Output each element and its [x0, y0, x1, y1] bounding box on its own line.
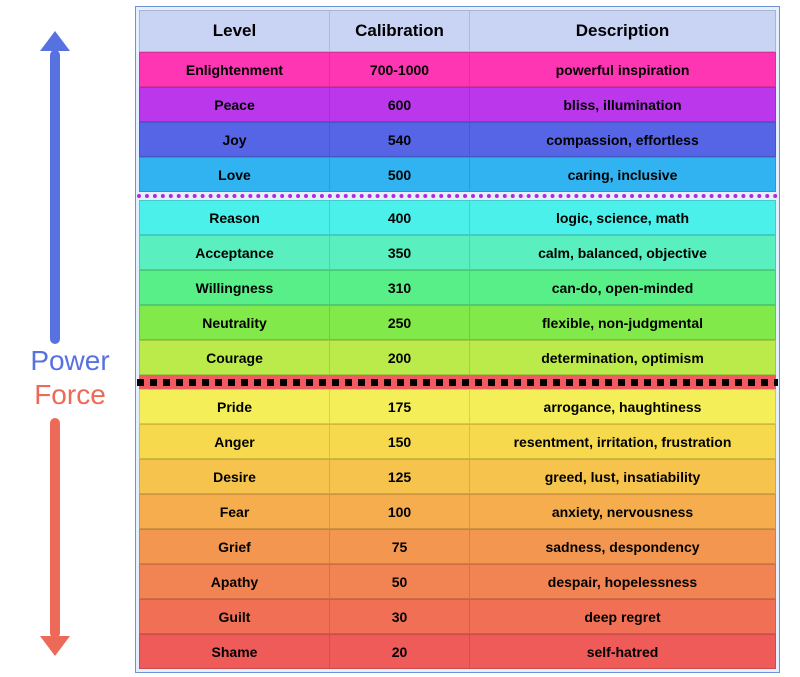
cell-description: powerful inspiration	[470, 53, 775, 86]
cell-calibration: 50	[330, 565, 470, 598]
cell-description: caring, inclusive	[470, 158, 775, 191]
cell-calibration: 100	[330, 495, 470, 528]
cell-calibration: 175	[330, 390, 470, 423]
cell-calibration: 700-1000	[330, 53, 470, 86]
cell-description: sadness, despondency	[470, 530, 775, 563]
cell-description: anxiety, nervousness	[470, 495, 775, 528]
col-header-description: Description	[470, 11, 775, 51]
cell-level: Willingness	[140, 271, 330, 304]
cell-level: Peace	[140, 88, 330, 121]
table-row: Enlightenment700-1000powerful inspiratio…	[139, 52, 776, 87]
cell-level: Love	[140, 158, 330, 191]
cell-calibration: 310	[330, 271, 470, 304]
cell-description: compassion, effortless	[470, 123, 775, 156]
cell-description: resentment, irritation, frustration	[470, 425, 775, 458]
cell-level: Desire	[140, 460, 330, 493]
separator-upper	[139, 192, 776, 200]
cell-description: greed, lust, insatiability	[470, 460, 775, 493]
table-row: Anger150resentment, irritation, frustrat…	[139, 424, 776, 459]
arrow-up-shaft	[50, 50, 60, 344]
separator-lower	[139, 375, 776, 389]
table-row: Guilt30deep regret	[139, 599, 776, 634]
table-row: Fear100anxiety, nervousness	[139, 494, 776, 529]
cell-level: Anger	[140, 425, 330, 458]
table-header-row: Level Calibration Description	[139, 10, 776, 52]
cell-calibration: 400	[330, 201, 470, 234]
page: Power Force Level Calibration Descriptio…	[0, 0, 800, 677]
table-row: Courage200determination, optimism	[139, 340, 776, 375]
cell-description: despair, hopelessness	[470, 565, 775, 598]
arrow-up-head-icon	[40, 31, 70, 51]
cell-calibration: 500	[330, 158, 470, 191]
consciousness-table: Level Calibration Description Enlightenm…	[135, 6, 780, 673]
cell-level: Joy	[140, 123, 330, 156]
cell-calibration: 250	[330, 306, 470, 339]
cell-description: logic, science, math	[470, 201, 775, 234]
cell-description: can-do, open-minded	[470, 271, 775, 304]
table-row: Joy540compassion, effortless	[139, 122, 776, 157]
cell-description: self-hatred	[470, 635, 775, 668]
cell-description: determination, optimism	[470, 341, 775, 374]
cell-calibration: 600	[330, 88, 470, 121]
table-row: Love500caring, inclusive	[139, 157, 776, 192]
table-row: Shame20self-hatred	[139, 634, 776, 669]
col-header-calibration: Calibration	[330, 11, 470, 51]
cell-level: Acceptance	[140, 236, 330, 269]
table-body: Enlightenment700-1000powerful inspiratio…	[139, 52, 776, 669]
cell-calibration: 200	[330, 341, 470, 374]
cell-level: Neutrality	[140, 306, 330, 339]
table-row: Reason400logic, science, math	[139, 200, 776, 235]
cell-description: flexible, non-judgmental	[470, 306, 775, 339]
cell-level: Shame	[140, 635, 330, 668]
table-row: Desire125greed, lust, insatiability	[139, 459, 776, 494]
cell-calibration: 75	[330, 530, 470, 563]
arrow-down-head-icon	[40, 636, 70, 656]
cell-level: Fear	[140, 495, 330, 528]
cell-level: Guilt	[140, 600, 330, 633]
col-header-level: Level	[140, 11, 330, 51]
table-row: Neutrality250flexible, non-judgmental	[139, 305, 776, 340]
cell-description: arrogance, haughtiness	[470, 390, 775, 423]
table-row: Apathy50despair, hopelessness	[139, 564, 776, 599]
table-row: Grief75sadness, despondency	[139, 529, 776, 564]
table-row: Pride175arrogance, haughtiness	[139, 389, 776, 424]
cell-calibration: 125	[330, 460, 470, 493]
cell-level: Pride	[140, 390, 330, 423]
power-label: Power	[15, 344, 125, 378]
table-row: Willingness310can-do, open-minded	[139, 270, 776, 305]
table-row: Acceptance350calm, balanced, objective	[139, 235, 776, 270]
cell-level: Reason	[140, 201, 330, 234]
side-labels: Power Force	[15, 344, 125, 412]
cell-calibration: 30	[330, 600, 470, 633]
cell-level: Grief	[140, 530, 330, 563]
side-panel: Power Force	[0, 0, 135, 677]
cell-calibration: 20	[330, 635, 470, 668]
cell-level: Enlightenment	[140, 53, 330, 86]
cell-level: Courage	[140, 341, 330, 374]
cell-calibration: 150	[330, 425, 470, 458]
cell-description: bliss, illumination	[470, 88, 775, 121]
cell-description: deep regret	[470, 600, 775, 633]
cell-calibration: 540	[330, 123, 470, 156]
force-label: Force	[15, 378, 125, 412]
square-dots-icon	[137, 379, 778, 386]
cell-level: Apathy	[140, 565, 330, 598]
cell-description: calm, balanced, objective	[470, 236, 775, 269]
arrow-down-shaft	[50, 418, 60, 638]
dotted-line-icon	[137, 194, 778, 198]
cell-calibration: 350	[330, 236, 470, 269]
table-row: Peace600bliss, illumination	[139, 87, 776, 122]
